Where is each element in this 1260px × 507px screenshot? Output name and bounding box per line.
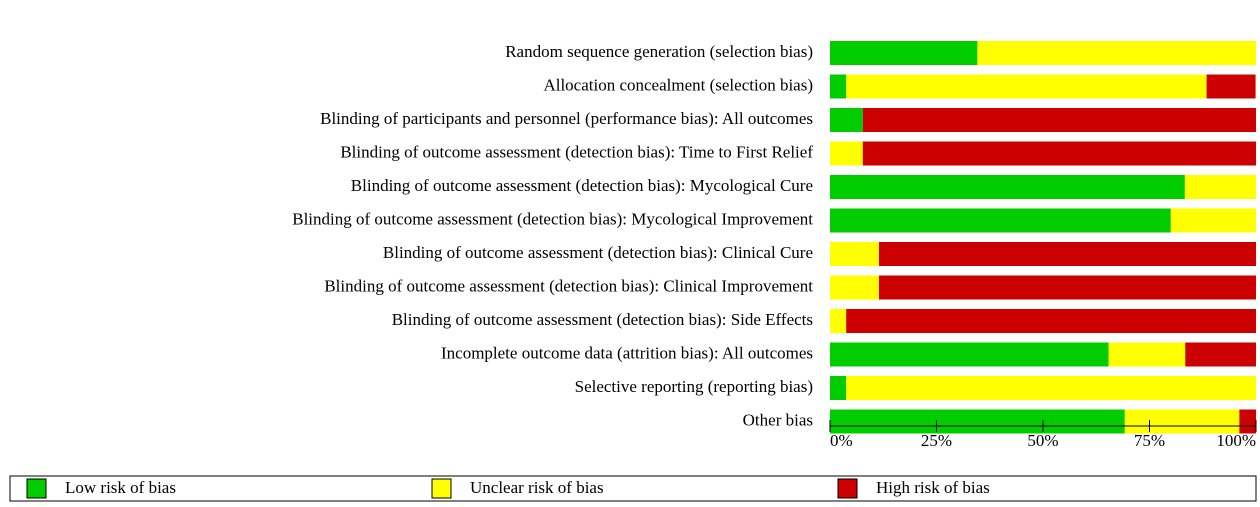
bar-segment <box>1184 175 1256 199</box>
category-label: Other bias <box>743 410 813 429</box>
category-label: Incomplete outcome data (attrition bias)… <box>441 343 813 362</box>
bar-segment <box>830 342 1109 367</box>
category-label: Selective reporting (reporting bias) <box>575 377 813 396</box>
bar-segment <box>878 275 1256 300</box>
bar-segment <box>1108 342 1186 367</box>
category-label: Random sequence generation (selection bi… <box>505 42 813 61</box>
legend-label: Unclear risk of bias <box>470 478 604 497</box>
bar-segment <box>846 309 1256 333</box>
bar-segment <box>977 41 1256 65</box>
bar-segment <box>830 309 847 333</box>
category-label: Allocation concealment (selection bias) <box>543 75 813 94</box>
bar-segment <box>1185 342 1256 367</box>
category-label: Blinding of outcome assessment (detectio… <box>383 243 813 262</box>
bar-segment <box>830 409 1125 434</box>
bar-segment <box>846 376 1256 400</box>
bar-segment <box>830 208 1171 233</box>
bar-segment <box>830 74 847 99</box>
bar-segment <box>862 108 1256 132</box>
x-tick-label: 50% <box>1027 431 1058 450</box>
legend-swatch <box>431 478 452 499</box>
bar-segment <box>830 275 879 300</box>
bar-segment <box>1239 409 1256 434</box>
bar-segment <box>830 108 863 132</box>
bar-segment <box>846 74 1207 99</box>
legend-box <box>9 475 1257 502</box>
bar-segment <box>830 41 978 65</box>
category-label: Blinding of outcome assessment (detectio… <box>324 276 813 295</box>
x-tick-label: 25% <box>921 431 952 450</box>
legend-swatch <box>26 478 47 499</box>
bar-segment <box>878 242 1256 266</box>
legend-swatch <box>837 478 858 499</box>
bar-segment <box>830 242 879 266</box>
bar-segment <box>1206 74 1256 99</box>
bar-segment <box>830 376 847 400</box>
category-label: Blinding of participants and personnel (… <box>320 109 813 128</box>
bar-segment <box>1170 208 1256 233</box>
bar-segment <box>862 141 1256 166</box>
legend-label: Low risk of bias <box>65 478 176 497</box>
category-label: Blinding of outcome assessment (detectio… <box>392 310 813 329</box>
x-tick-label: 0% <box>830 431 853 450</box>
x-tick-label: 100% <box>1216 431 1256 450</box>
category-label: Blinding of outcome assessment (detectio… <box>340 142 813 161</box>
category-label: Blinding of outcome assessment (detectio… <box>292 209 813 228</box>
x-tick-label: 75% <box>1134 431 1165 450</box>
bar-segment <box>1124 409 1240 434</box>
legend-label: High risk of bias <box>876 478 990 497</box>
category-label: Blinding of outcome assessment (detectio… <box>351 176 813 195</box>
bar-segment <box>830 141 863 166</box>
bar-segment <box>830 175 1185 199</box>
